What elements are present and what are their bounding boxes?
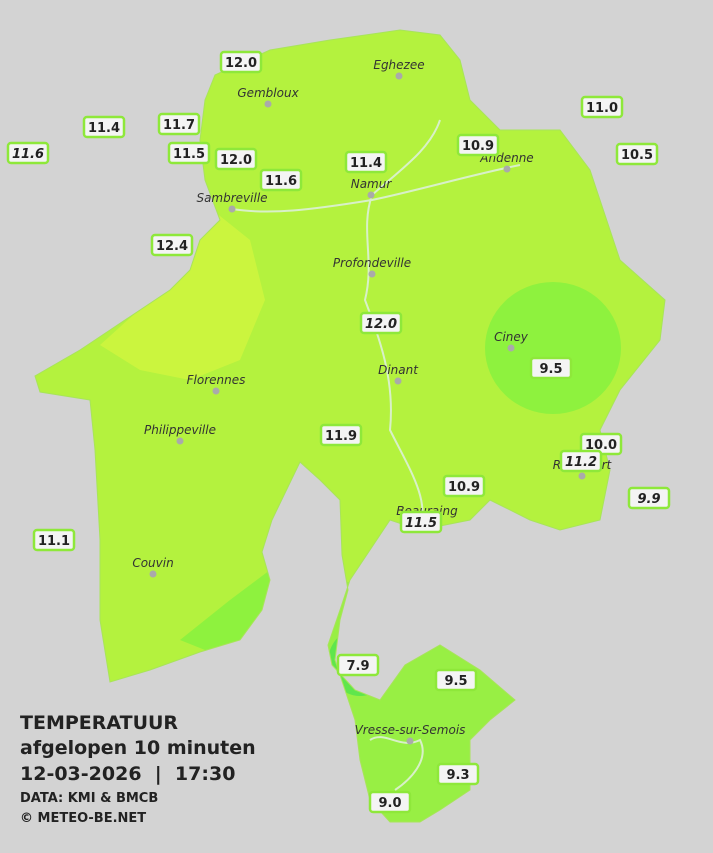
station-box	[368, 790, 412, 814]
place-dot	[394, 377, 402, 385]
place-label: Florennes	[187, 373, 246, 387]
legend-source: DATA: KMI & BMCB	[20, 791, 159, 806]
station-box	[580, 95, 624, 119]
station-reading: 11.4	[350, 156, 382, 171]
place-dot	[368, 270, 376, 278]
place-label: Sambreville	[196, 191, 267, 205]
station-reading: 9.0	[378, 796, 401, 811]
station-box	[559, 449, 603, 473]
station-box	[336, 653, 380, 677]
legend-copyright: © METEO-BE.NET	[20, 811, 147, 826]
station-reading: 9.3	[446, 768, 469, 783]
station-box	[434, 668, 478, 692]
place-dot	[395, 72, 403, 80]
station-box	[82, 115, 126, 139]
place-label: Couvin	[132, 556, 173, 570]
station-box	[319, 423, 363, 447]
station-reading: 10.5	[621, 148, 653, 163]
station-reading: 12.0	[365, 317, 397, 332]
station-box	[6, 141, 50, 165]
place-dot	[578, 472, 586, 480]
station-box	[442, 474, 486, 498]
place-dot	[507, 344, 515, 352]
station-box	[529, 356, 573, 380]
station-reading: 11.0	[586, 101, 618, 116]
place-dot	[264, 100, 272, 108]
station-box	[359, 311, 403, 335]
place-dot	[149, 570, 157, 578]
place-label: Gembloux	[237, 86, 299, 100]
station-reading: 11.1	[38, 534, 70, 549]
station-reading: 12.4	[156, 239, 188, 254]
station-reading: 12.0	[225, 56, 257, 71]
place-dot	[176, 437, 184, 445]
station-reading: 11.2	[565, 455, 597, 470]
station-box	[219, 50, 263, 74]
station-box	[399, 510, 443, 534]
station-reading: 10.9	[462, 139, 494, 154]
river	[231, 164, 521, 213]
station-reading: 11.9	[325, 429, 357, 444]
place-dot	[228, 205, 236, 213]
place-dot	[503, 165, 511, 173]
station-box	[150, 233, 194, 257]
station-box	[157, 112, 201, 136]
station-box	[344, 150, 388, 174]
place-label: Vresse-sur-Semois	[355, 723, 466, 737]
station-reading: 11.4	[88, 121, 120, 136]
place-label: Eghezee	[373, 58, 424, 72]
station-box	[615, 142, 659, 166]
station-reading: 9.5	[444, 674, 467, 689]
place-label: Profondeville	[333, 256, 411, 270]
station-reading: 11.7	[163, 118, 195, 133]
legend-subtitle: afgelopen 10 minuten	[20, 737, 256, 759]
station-reading: 11.6	[265, 174, 297, 189]
place-dot	[212, 387, 220, 395]
station-reading: 9.5	[539, 362, 562, 377]
station-reading: 11.5	[173, 147, 205, 162]
station-box	[32, 528, 76, 552]
place-label: Namur	[351, 177, 393, 191]
station-reading: 12.0	[220, 153, 252, 168]
legend-title: TEMPERATUUR	[20, 712, 179, 734]
station-reading: 10.9	[448, 480, 480, 495]
place-dot	[367, 191, 375, 199]
place-label: Philippeville	[144, 423, 216, 437]
legend-datetime: 12-03-2026 | 17:30	[20, 763, 236, 785]
station-box	[167, 141, 211, 165]
station-box	[259, 168, 303, 192]
station-reading: 11.6	[12, 147, 44, 162]
station-box	[436, 762, 480, 786]
station-box	[214, 147, 258, 171]
station-reading: 11.5	[405, 516, 437, 531]
station-box	[627, 486, 671, 510]
station-reading: 7.9	[346, 659, 369, 674]
station-reading: 10.0	[585, 438, 617, 453]
river	[363, 119, 441, 531]
station-box	[456, 133, 500, 157]
place-label: Dinant	[378, 363, 419, 377]
place-label: Ciney	[494, 330, 529, 344]
river	[369, 736, 424, 791]
station-reading: 9.9	[637, 492, 660, 507]
place-dot	[406, 737, 414, 745]
